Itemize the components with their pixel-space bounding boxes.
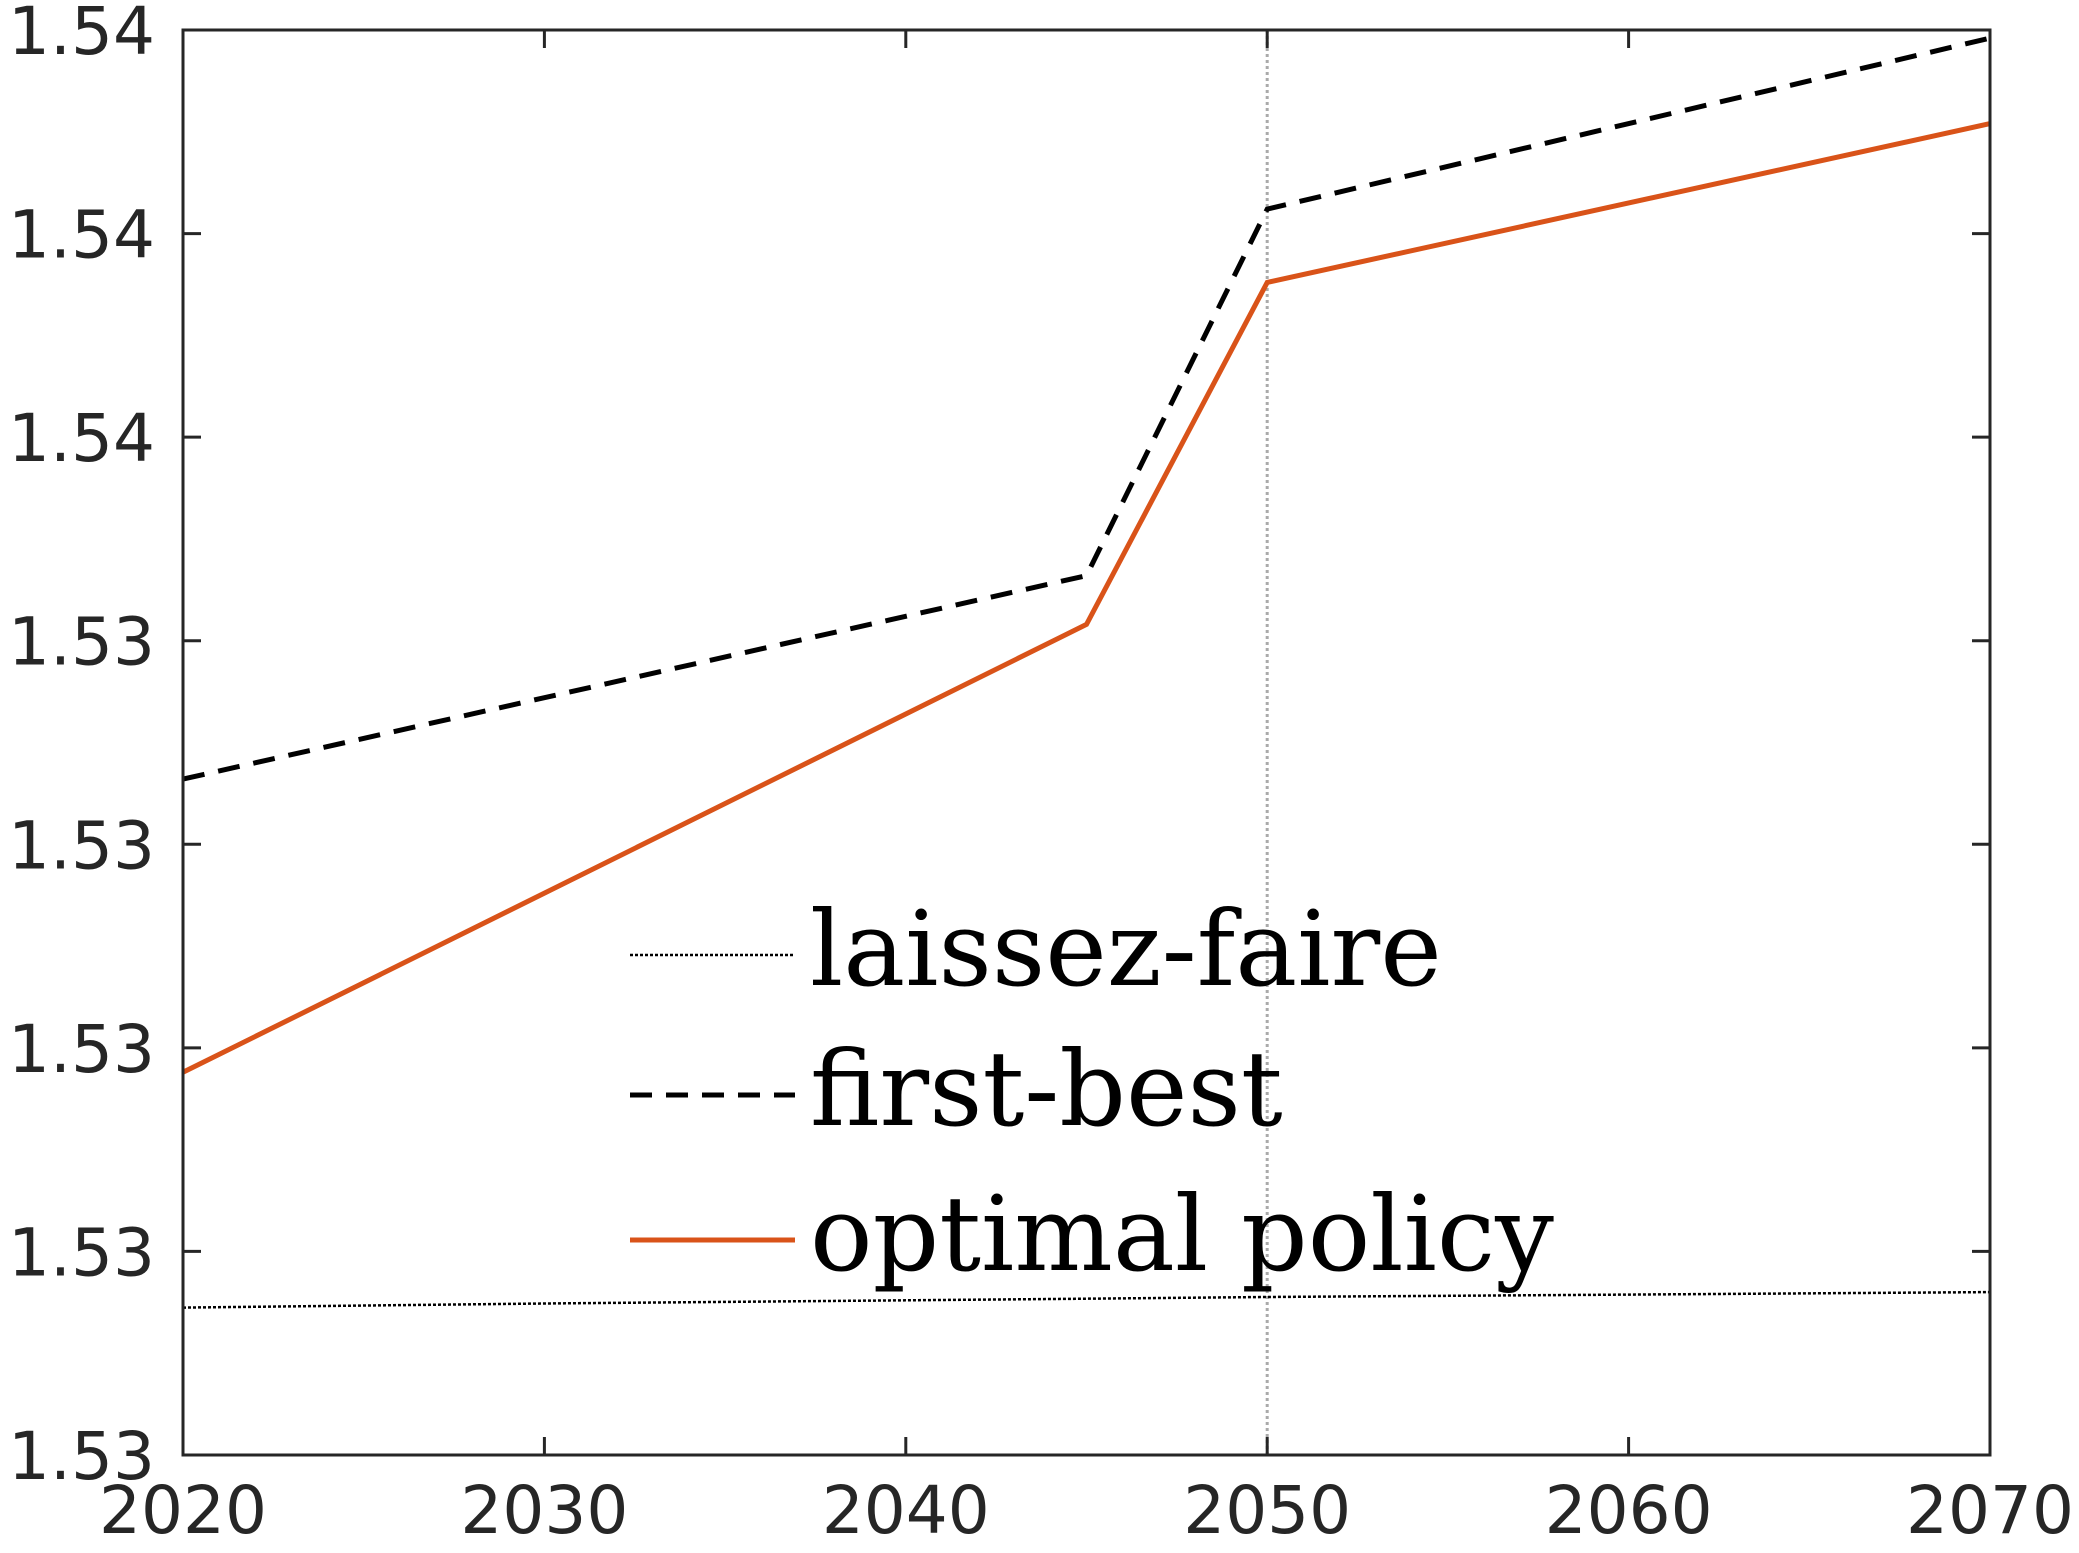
y-tick-label: 1.54: [8, 197, 155, 274]
x-tick-label: 2060: [1545, 1472, 1713, 1549]
y-tick-label: 1.53: [8, 807, 155, 884]
y-tick-label: 1.53: [8, 1011, 155, 1088]
y-tick-label: 1.54: [8, 400, 155, 477]
x-tick-label: 2020: [99, 1472, 267, 1549]
series-line-laissez-faire: [182, 1290, 1991, 1309]
y-tick-label: 1.54: [8, 0, 155, 70]
legend-label: laissez-faire: [810, 888, 1442, 1010]
y-tick-label: 1.53: [8, 1214, 155, 1291]
y-tick-label: 1.53: [8, 604, 155, 681]
series-line-optimal-policy: [181, 121, 1991, 1075]
x-tick-label: 2070: [1906, 1472, 2074, 1549]
series-line-first-best: [182, 35, 1991, 782]
y-tick-label: 1.53: [8, 1418, 155, 1495]
legend-label: optimal policy: [810, 1173, 1554, 1295]
x-tick-label: 2030: [460, 1472, 628, 1549]
axes-box: [181, 28, 1992, 1457]
x-tick-label: 2040: [822, 1472, 990, 1549]
x-tick-label: 2050: [1183, 1472, 1351, 1549]
legend-label: first-best: [810, 1028, 1283, 1150]
plot-layer: 2020 2030 2040 2050 2060 2070 1.53 1.53 1.53 1.53…: [8, 0, 2074, 1549]
